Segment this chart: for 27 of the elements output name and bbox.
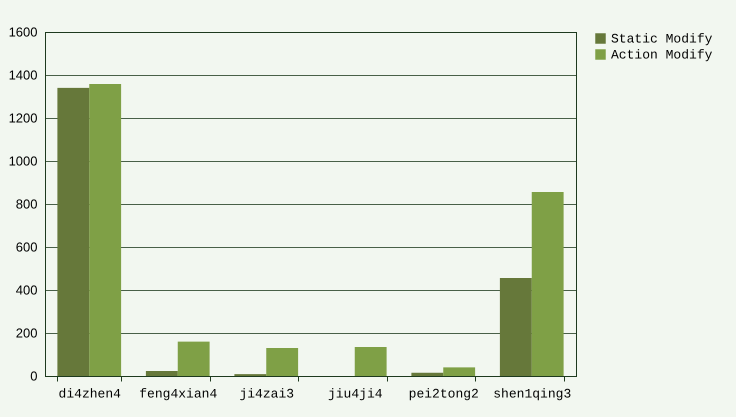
y-tick-label: 1400: [8, 68, 38, 82]
y-tick-label: 0: [30, 368, 38, 384]
y-tick-label: 1200: [8, 110, 38, 126]
y-tick-label: 1600: [8, 24, 38, 40]
y-tick-label: 600: [16, 240, 38, 254]
bar: [89, 84, 122, 376]
legend-label: Static Modify: [611, 32, 713, 46]
bar: [411, 372, 444, 376]
x-tick-label: di4zhen4: [58, 386, 122, 402]
bar: [146, 371, 178, 376]
x-tick-label: shen1qing3: [493, 386, 572, 402]
x-tick-label: pei2tong2: [408, 386, 479, 402]
bar: [178, 342, 210, 376]
y-tick-label: 200: [16, 326, 38, 340]
y-tick-label: 400: [16, 282, 38, 298]
legend-label: Action Modify: [611, 48, 713, 62]
bar: [266, 348, 298, 376]
x-tick-label: feng4xian4: [139, 386, 218, 402]
bar: [354, 346, 387, 376]
bar: [500, 278, 532, 376]
bar: [57, 88, 90, 376]
bar: [532, 192, 564, 376]
y-tick-label: 800: [16, 196, 38, 212]
y-tick-label: 1000: [8, 154, 38, 168]
bar: [443, 367, 476, 376]
x-tick-label: jiu4ji4: [328, 386, 383, 402]
x-tick-label: ji4zai3: [239, 386, 294, 402]
